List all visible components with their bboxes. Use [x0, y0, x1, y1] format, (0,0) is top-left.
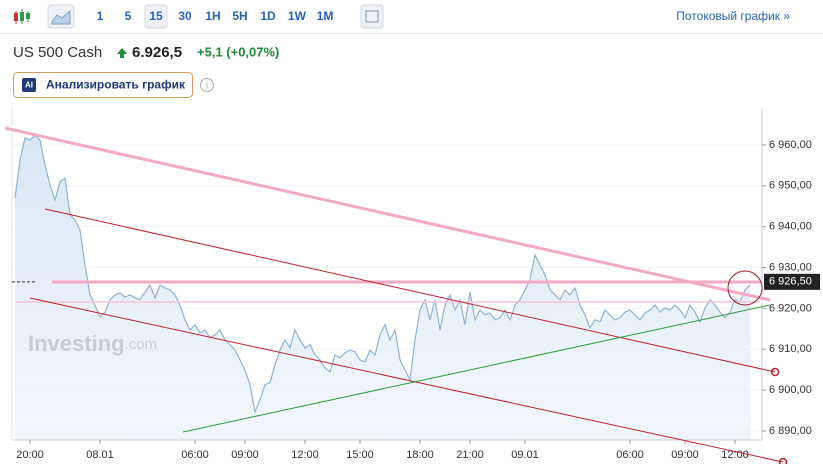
drawings — [4, 126, 788, 467]
y-tick-label: 6 920,00 — [769, 302, 812, 314]
x-tick-label: 09.01 — [511, 449, 539, 461]
layout-glyph — [365, 10, 379, 23]
area-glyph — [51, 9, 71, 25]
analyze-button[interactable] — [13, 72, 193, 98]
y-tick-label: 6 960,00 — [769, 139, 812, 151]
interval-button[interactable]: 30 — [178, 9, 192, 23]
highlight-circle — [727, 270, 763, 306]
up-arrow — [117, 48, 127, 58]
y-tick-label: 6 940,00 — [769, 221, 812, 233]
instrument-name: US 500 Cash — [13, 44, 102, 61]
x-tick-label: 06:00 — [181, 449, 209, 461]
info-glyph: i — [206, 80, 208, 90]
toolbar: Потоковый график » — [0, 4, 823, 34]
layout-icon[interactable] — [360, 4, 384, 29]
x-tick-label: 18:00 — [406, 449, 434, 461]
interval-button[interactable]: 1M — [317, 9, 334, 23]
x-tick-label: 12:00 — [721, 449, 749, 461]
y-tick-label: 6 930,00 — [769, 261, 812, 273]
price: 6.926,5 — [132, 44, 182, 61]
watermark: Investing.com — [28, 331, 157, 356]
ai-badge — [22, 78, 36, 92]
ai-badge-text: AI — [25, 81, 33, 90]
x-tick-label: 09:00 — [231, 449, 259, 461]
analyze-label: Анализировать график — [46, 78, 186, 92]
channel-line — [29, 297, 784, 463]
x-tick-label: 20:00 — [16, 449, 44, 461]
x-tick-label: 15:00 — [346, 449, 374, 461]
x-tick-label: 12:00 — [291, 449, 319, 461]
handle[interactable] — [770, 367, 780, 377]
x-tick-label: 21:00 — [456, 449, 484, 461]
y-tick-label: 6 950,00 — [769, 180, 812, 192]
support-line — [182, 304, 771, 433]
info-icon[interactable] — [200, 78, 214, 92]
watermark-brand: Investing — [28, 331, 125, 356]
interval-button[interactable]: 1 — [97, 9, 104, 23]
trendline — [4, 126, 771, 302]
plot: 6 890,00 6 900,00 6 910,00 6 920,00 6 930,00… — [0, 108, 820, 461]
interval-button[interactable]: 1W — [288, 9, 307, 23]
x-tick-label: 08.01 — [86, 449, 114, 461]
stream-link[interactable]: Потоковый график » — [676, 9, 790, 23]
last-price-label: 6 926,50 — [769, 276, 812, 288]
interval-button[interactable]: 5H — [232, 9, 247, 23]
interval-button[interactable]: 5 — [125, 9, 132, 23]
x-tick-label: 09:00 — [671, 449, 699, 461]
channel-line — [44, 208, 776, 373]
interval-button[interactable]: 1D — [260, 9, 276, 23]
interval-button[interactable]: 15 — [149, 9, 163, 23]
y-tick-label: 6 910,00 — [769, 343, 812, 355]
price-change: +5,1 (+0,07%) — [197, 44, 279, 59]
watermark-suffix: .com — [125, 336, 158, 353]
price-line — [14, 134, 751, 414]
candles-icon[interactable] — [14, 9, 30, 24]
y-tick-label: 6 890,00 — [769, 425, 812, 437]
area-fill — [15, 135, 750, 440]
last-price-box — [764, 273, 820, 290]
interval-button[interactable]: 1H — [205, 9, 220, 23]
x-tick-label: 06:00 — [616, 449, 644, 461]
interval-active — [144, 4, 168, 29]
y-tick-label: 6 900,00 — [769, 384, 812, 396]
